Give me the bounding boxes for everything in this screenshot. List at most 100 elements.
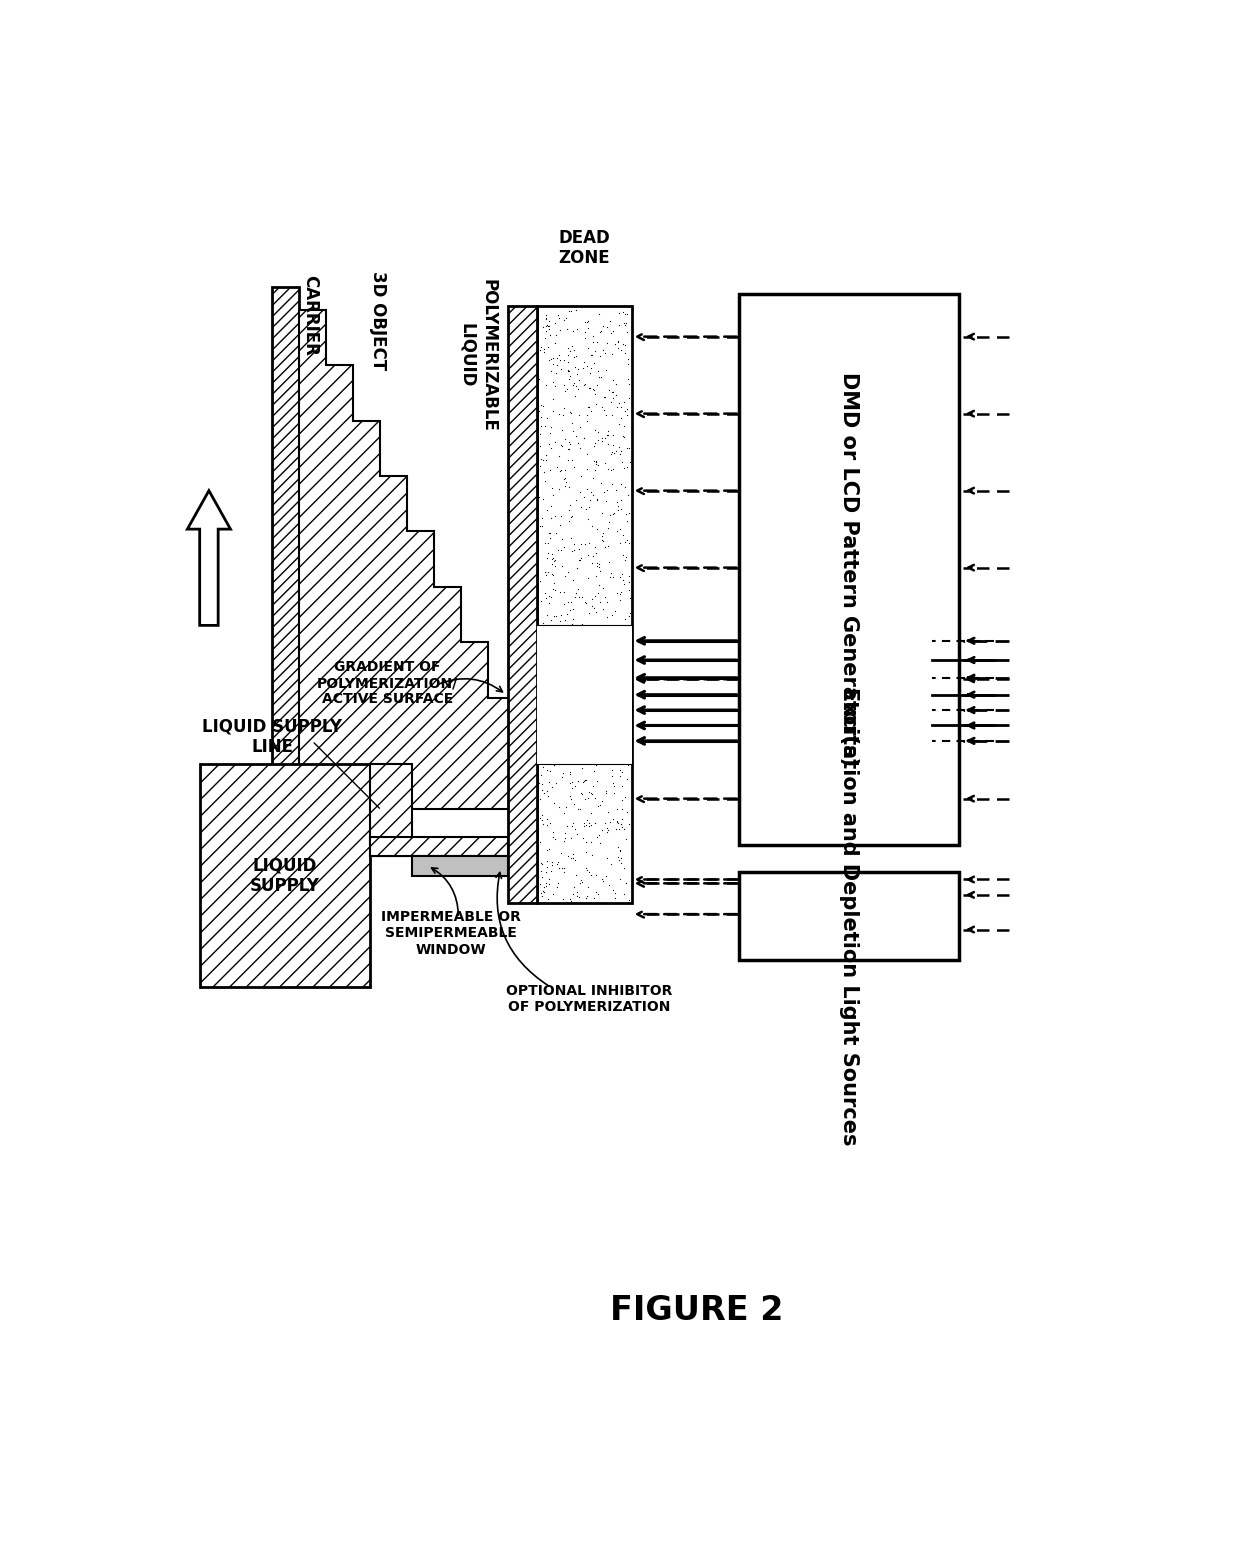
- Point: [544, 570, 564, 595]
- Point: [608, 493, 627, 517]
- Point: [577, 858, 596, 883]
- Point: [593, 528, 613, 553]
- Point: [615, 785, 635, 810]
- Point: [531, 589, 551, 614]
- Point: [567, 373, 587, 398]
- Point: [582, 356, 601, 381]
- Point: [537, 807, 557, 831]
- Point: [533, 611, 553, 636]
- Point: [544, 603, 564, 628]
- Point: [544, 549, 564, 573]
- Point: [551, 357, 570, 382]
- Point: [585, 339, 605, 364]
- Point: [578, 785, 598, 810]
- Point: [544, 503, 564, 528]
- Point: [609, 301, 629, 326]
- Point: [614, 413, 634, 438]
- Point: [620, 601, 640, 626]
- Point: [537, 497, 557, 522]
- Point: [610, 583, 630, 608]
- Point: [588, 516, 608, 541]
- Point: [587, 880, 606, 904]
- Point: [531, 852, 551, 876]
- Point: [614, 881, 634, 906]
- Point: [547, 323, 567, 348]
- Point: [544, 791, 564, 816]
- Point: [579, 779, 599, 803]
- Polygon shape: [272, 286, 299, 856]
- Point: [609, 329, 629, 354]
- Point: [616, 800, 636, 825]
- Point: [584, 382, 604, 407]
- Point: [533, 460, 553, 485]
- Point: [611, 845, 631, 870]
- Point: [544, 311, 564, 336]
- Text: CARRIER: CARRIER: [301, 275, 320, 356]
- Point: [553, 887, 573, 912]
- Point: [549, 401, 569, 426]
- Point: [546, 771, 565, 796]
- Point: [615, 399, 635, 424]
- Point: [614, 423, 634, 448]
- Point: [562, 845, 582, 870]
- Point: [549, 317, 569, 342]
- Point: [593, 426, 613, 451]
- Point: [569, 884, 589, 909]
- Point: [560, 399, 580, 424]
- Point: [547, 852, 567, 876]
- Point: [556, 608, 575, 632]
- Point: [536, 413, 556, 438]
- Point: [604, 774, 624, 799]
- Point: [604, 441, 624, 466]
- Point: [569, 584, 589, 609]
- Point: [536, 580, 556, 605]
- Point: [572, 755, 591, 780]
- Point: [554, 474, 574, 499]
- Point: [590, 320, 610, 345]
- Point: [573, 825, 593, 850]
- Point: [601, 852, 621, 876]
- Text: POLYMERIZABLE
LIQUID: POLYMERIZABLE LIQUID: [459, 278, 497, 432]
- Point: [532, 808, 552, 833]
- Point: [611, 395, 631, 420]
- Point: [598, 331, 618, 356]
- Point: [599, 378, 619, 402]
- Point: [563, 597, 583, 622]
- Point: [615, 476, 635, 500]
- Point: [593, 867, 613, 892]
- Point: [616, 502, 636, 527]
- Point: [532, 406, 552, 430]
- Point: [598, 817, 618, 842]
- Point: [594, 398, 614, 423]
- Point: [595, 584, 615, 609]
- Polygon shape: [508, 306, 537, 903]
- Point: [577, 856, 596, 881]
- Point: [599, 549, 619, 573]
- Point: [551, 513, 570, 538]
- Polygon shape: [537, 306, 631, 903]
- Point: [572, 870, 591, 895]
- Point: [578, 507, 598, 531]
- Point: [611, 438, 631, 463]
- Point: [558, 357, 578, 382]
- Point: [578, 309, 598, 334]
- Point: [544, 752, 564, 777]
- Point: [585, 416, 605, 441]
- Point: [604, 385, 624, 410]
- Point: [608, 834, 627, 859]
- Point: [544, 827, 564, 852]
- Point: [577, 441, 596, 466]
- Point: [537, 545, 557, 570]
- Point: [554, 308, 574, 333]
- Point: [536, 443, 556, 468]
- Point: [570, 479, 590, 503]
- Point: [598, 423, 618, 448]
- Point: [610, 763, 630, 788]
- Point: [588, 768, 608, 793]
- Point: [549, 443, 569, 468]
- Point: [562, 334, 582, 359]
- Point: [563, 881, 583, 906]
- Point: [615, 608, 635, 632]
- Point: [554, 855, 574, 880]
- Point: [615, 547, 635, 572]
